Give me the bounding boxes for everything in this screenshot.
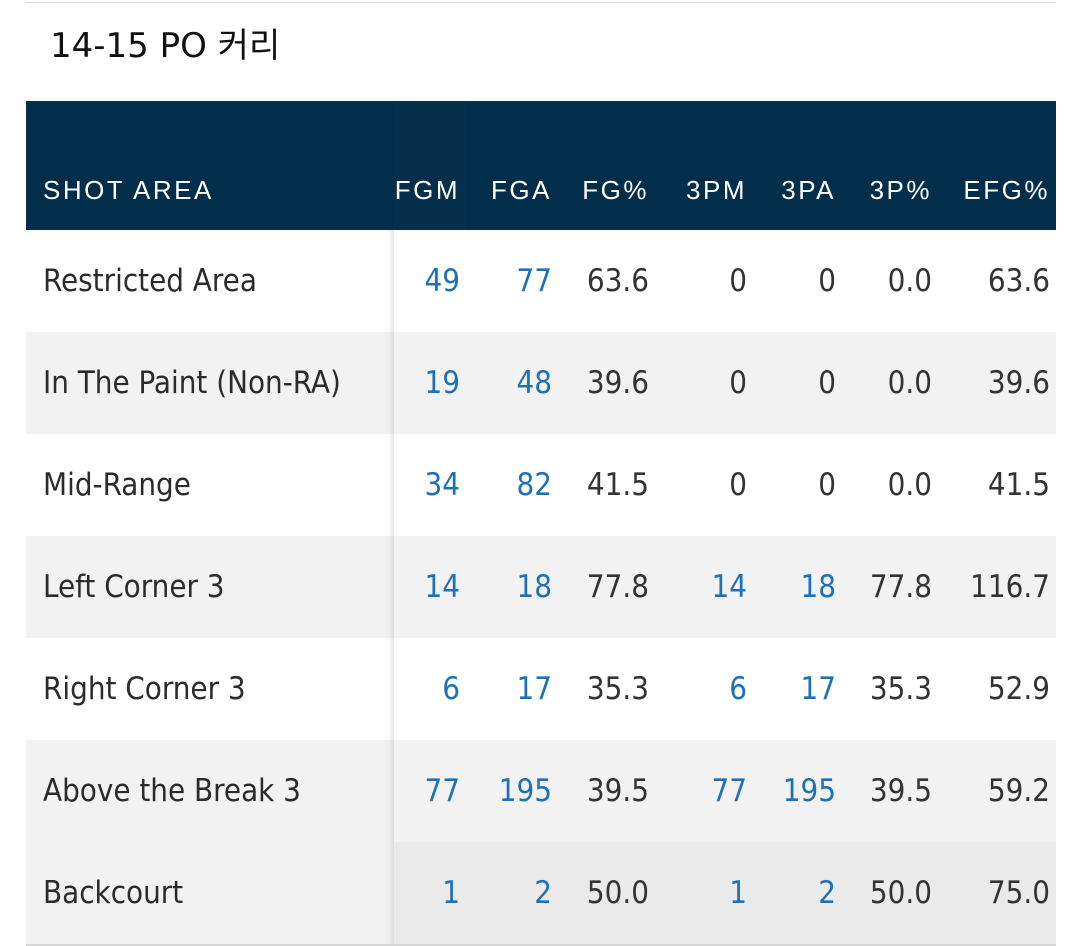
fga-link[interactable]: 48	[516, 365, 552, 401]
shot-area-cell: Backcourt	[26, 842, 394, 944]
3pa-cell: 0	[818, 365, 836, 401]
fga-link[interactable]: 195	[498, 773, 552, 809]
table-body: Restricted Area 49 77 63.6 0 0 0.0 63.6 …	[26, 230, 1056, 944]
3pa-link[interactable]: 17	[800, 671, 836, 707]
fgm-link[interactable]: 14	[424, 569, 460, 605]
efg-pct-cell: 41.5	[987, 467, 1050, 503]
header-3pa[interactable]: 3PA	[781, 175, 836, 205]
3p-pct-cell: 0.0	[887, 263, 932, 299]
table-header: SHOT AREA FGM FGA FG% 3PM 3PA 3P% EFG%	[26, 101, 1056, 230]
shot-area-cell: Above the Break 3	[26, 740, 394, 842]
3pm-link[interactable]: 14	[711, 569, 747, 605]
3pa-link[interactable]: 195	[782, 773, 836, 809]
header-row: SHOT AREA FGM FGA FG% 3PM 3PA 3P% EFG%	[26, 101, 1056, 230]
efg-pct-cell: 116.7	[970, 569, 1050, 605]
table-row: Above the Break 3 77 195 39.5 77 195 39.…	[26, 740, 1056, 842]
fga-link[interactable]: 2	[534, 875, 552, 911]
3p-pct-cell: 35.3	[869, 671, 932, 707]
fga-link[interactable]: 82	[516, 467, 552, 503]
3pm-cell: 0	[729, 365, 747, 401]
shot-area-cell: In The Paint (Non-RA)	[26, 332, 394, 434]
header-3pm[interactable]: 3PM	[686, 175, 747, 205]
fgm-link[interactable]: 1	[442, 875, 460, 911]
fg-pct-cell: 50.0	[586, 875, 649, 911]
shot-area-cell: Right Corner 3	[26, 638, 394, 740]
header-fgm[interactable]: FGM	[394, 101, 466, 230]
fgm-link[interactable]: 19	[424, 365, 460, 401]
table-row: In The Paint (Non-RA) 19 48 39.6 0 0 0.0…	[26, 332, 1056, 434]
fg-pct-cell: 63.6	[586, 263, 649, 299]
shot-area-table: SHOT AREA FGM FGA FG% 3PM 3PA 3P% EFG% R…	[26, 101, 1056, 944]
3pa-link[interactable]: 18	[800, 569, 836, 605]
bottom-divider	[26, 944, 1056, 946]
3pm-link[interactable]: 77	[711, 773, 747, 809]
table-row: Left Corner 3 14 18 77.8 14 18 77.8 116.…	[26, 536, 1056, 638]
table-row: Backcourt 1 2 50.0 1 2 50.0 75.0	[26, 842, 1056, 944]
fgm-link[interactable]: 49	[424, 263, 460, 299]
3p-pct-cell: 50.0	[869, 875, 932, 911]
3p-pct-cell: 77.8	[869, 569, 932, 605]
3pm-link[interactable]: 1	[729, 875, 747, 911]
fgm-link[interactable]: 77	[424, 773, 460, 809]
3pm-cell: 0	[729, 467, 747, 503]
header-fg-pct[interactable]: FG%	[582, 175, 649, 205]
fg-pct-cell: 41.5	[586, 467, 649, 503]
efg-pct-cell: 75.0	[987, 875, 1050, 911]
fg-pct-cell: 39.6	[586, 365, 649, 401]
efg-pct-cell: 59.2	[987, 773, 1050, 809]
efg-pct-cell: 39.6	[987, 365, 1050, 401]
3pm-cell: 0	[729, 263, 747, 299]
page-title: 14-15 PO 커리	[50, 26, 281, 66]
fg-pct-cell: 35.3	[586, 671, 649, 707]
efg-pct-cell: 63.6	[987, 263, 1050, 299]
fga-link[interactable]: 17	[516, 671, 552, 707]
3p-pct-cell: 0.0	[887, 467, 932, 503]
header-3p-pct[interactable]: 3P%	[869, 175, 932, 205]
3pa-link[interactable]: 2	[818, 875, 836, 911]
3p-pct-cell: 39.5	[869, 773, 932, 809]
fg-pct-cell: 77.8	[586, 569, 649, 605]
fga-link[interactable]: 77	[516, 263, 552, 299]
header-fga[interactable]: FGA	[491, 175, 552, 205]
shot-area-cell: Restricted Area	[26, 230, 394, 332]
3pa-cell: 0	[818, 467, 836, 503]
3pa-cell: 0	[818, 263, 836, 299]
fgm-link[interactable]: 6	[442, 671, 460, 707]
table-row: Restricted Area 49 77 63.6 0 0 0.0 63.6	[26, 230, 1056, 332]
table-row: Right Corner 3 6 17 35.3 6 17 35.3 52.9	[26, 638, 1056, 740]
fg-pct-cell: 39.5	[586, 773, 649, 809]
header-efg-pct[interactable]: EFG%	[963, 175, 1050, 205]
header-shot-area[interactable]: SHOT AREA	[43, 175, 214, 205]
shot-area-cell: Mid-Range	[26, 434, 394, 536]
table-row: Mid-Range 34 82 41.5 0 0 0.0 41.5	[26, 434, 1056, 536]
shot-area-table-container: SHOT AREA FGM FGA FG% 3PM 3PA 3P% EFG% R…	[26, 101, 1056, 944]
fga-link[interactable]: 18	[516, 569, 552, 605]
shot-area-cell: Left Corner 3	[26, 536, 394, 638]
efg-pct-cell: 52.9	[987, 671, 1050, 707]
3pm-link[interactable]: 6	[729, 671, 747, 707]
top-divider	[26, 2, 1056, 3]
fgm-link[interactable]: 34	[424, 467, 460, 503]
3p-pct-cell: 0.0	[887, 365, 932, 401]
